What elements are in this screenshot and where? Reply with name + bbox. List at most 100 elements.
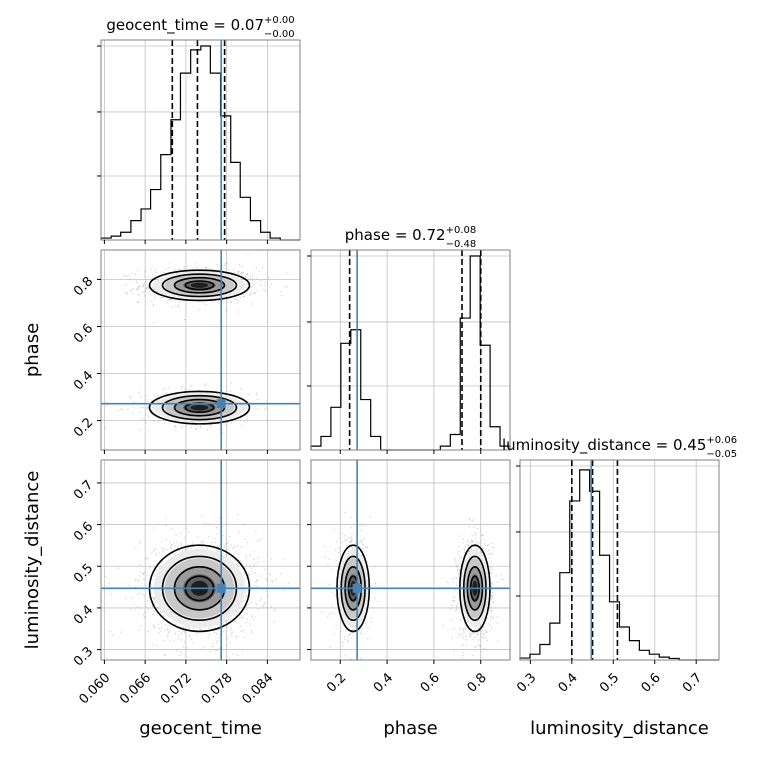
sample-point (369, 516, 372, 518)
sample-point (255, 581, 257, 583)
sample-point (257, 557, 259, 559)
sample-point (462, 606, 464, 608)
sample-point (136, 280, 138, 282)
sample-point (137, 580, 139, 582)
sample-point (256, 290, 258, 292)
sample-point (468, 526, 471, 528)
sample-point (359, 658, 362, 660)
sample-point (480, 539, 482, 541)
sample-point (201, 546, 203, 548)
sample-point (484, 549, 486, 551)
sample-point (489, 603, 491, 605)
sample-point (131, 293, 134, 295)
sample-point (155, 644, 157, 646)
sample-point (239, 560, 241, 562)
sample-point (135, 288, 138, 290)
sample-point (488, 557, 490, 559)
sample-point (155, 290, 158, 292)
sample-point (145, 287, 147, 289)
sample-point (157, 623, 159, 625)
sample-point (264, 602, 266, 604)
sample-point (190, 638, 193, 640)
sample-point (180, 532, 182, 534)
sample-point (248, 574, 250, 576)
sample-point (148, 291, 150, 294)
sample-point (165, 518, 167, 520)
sample-point (251, 303, 254, 305)
sample-point (471, 631, 473, 633)
sample-point (252, 551, 254, 553)
sample-point (147, 408, 149, 410)
sample-point (245, 594, 248, 596)
sample-point (178, 634, 180, 636)
sample-point (173, 268, 175, 270)
sample-point (217, 639, 219, 642)
sample-point (256, 579, 258, 581)
sample-point (248, 294, 251, 296)
sample-point (126, 292, 128, 294)
sample-point (474, 532, 476, 534)
sample-point (264, 568, 266, 571)
sample-point (474, 636, 476, 638)
sample-point (138, 411, 141, 414)
sample-point (353, 548, 355, 550)
sample-point (201, 270, 203, 272)
sample-point (217, 527, 219, 529)
sample-point (485, 631, 487, 634)
sample-point (235, 275, 237, 277)
sample-point (246, 404, 248, 406)
sample-point (249, 278, 252, 280)
sample-point (270, 283, 273, 286)
sample-point (190, 426, 192, 428)
sample-point (148, 596, 151, 598)
sample-point (222, 535, 224, 537)
sample-point (491, 597, 493, 599)
sample-point (242, 274, 244, 276)
sample-point (474, 534, 476, 537)
sample-point (137, 294, 139, 296)
sample-point (491, 583, 493, 585)
sample-point (153, 586, 155, 588)
sample-point (370, 585, 372, 587)
sample-point (462, 637, 464, 639)
sample-point (468, 517, 470, 520)
panel-phase-vs-luminosity_distance (307, 459, 511, 664)
sample-point (245, 564, 247, 566)
sample-point (176, 541, 178, 543)
sample-point (244, 567, 246, 569)
sample-point (263, 279, 265, 281)
sample-point (180, 639, 182, 641)
sample-point (229, 390, 231, 393)
sample-point (253, 292, 256, 294)
sample-point (329, 646, 331, 648)
sample-point (269, 574, 271, 576)
sample-point (200, 542, 202, 544)
sample-point (206, 392, 208, 394)
sample-point (471, 543, 473, 545)
axes-frame (100, 39, 301, 241)
sample-point (489, 553, 491, 555)
axes-frame (519, 459, 720, 661)
sample-point (344, 539, 347, 541)
sample-point (257, 408, 259, 410)
sample-point (127, 585, 130, 587)
sample-point (170, 392, 172, 394)
sample-point (338, 598, 340, 600)
sample-point (475, 545, 477, 548)
histogram-step (519, 469, 719, 661)
sample-point (137, 287, 140, 289)
sample-point (225, 296, 227, 298)
sample-point (255, 563, 257, 565)
sample-point (352, 631, 355, 633)
sample-point (130, 397, 132, 399)
sample-point (226, 644, 228, 647)
sample-point (347, 641, 349, 643)
sample-point (449, 608, 452, 610)
sample-point (470, 633, 472, 636)
sample-point (483, 543, 485, 545)
sample-point (153, 626, 155, 628)
sample-point (152, 284, 154, 286)
sample-point (179, 269, 181, 271)
sample-point (465, 625, 467, 627)
sample-point (338, 572, 340, 574)
